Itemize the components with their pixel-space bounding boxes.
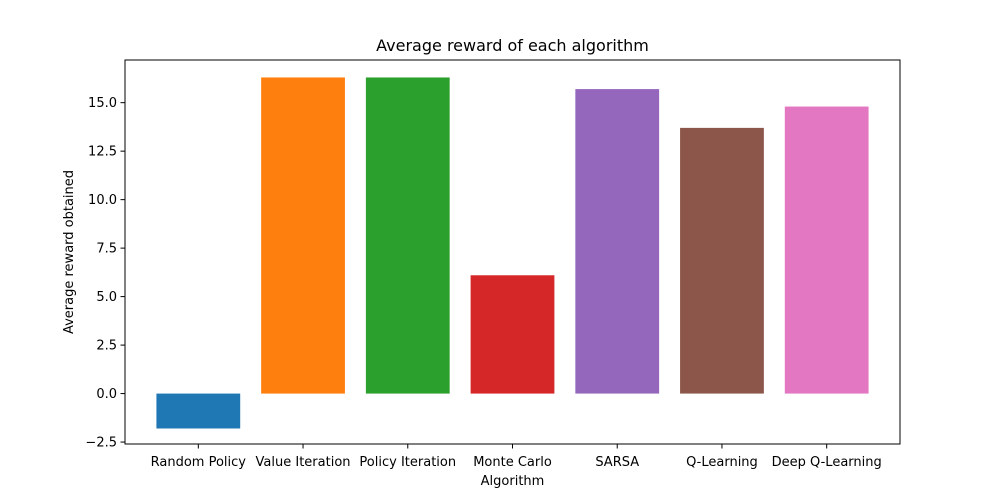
bar-monte-carlo — [470, 275, 555, 394]
bars-group — [156, 77, 869, 429]
bar-policy-iteration — [365, 77, 450, 394]
bar-q-learning — [680, 127, 764, 394]
y-tick-label: 10.0 — [88, 193, 117, 208]
y-tick-label: 7.5 — [96, 242, 117, 257]
bar-random-policy — [156, 393, 241, 429]
x-tick-label: Value Iteration — [256, 455, 351, 470]
chart-title: Average reward of each algorithm — [376, 36, 649, 55]
bar-value-iteration — [261, 77, 345, 394]
y-tick-label: 0.0 — [96, 387, 117, 402]
bar-deep-q-learning — [784, 106, 869, 394]
y-tick-label: −2.5 — [85, 436, 117, 451]
x-tick-label: Q-Learning — [686, 455, 758, 470]
x-axis: Random Policy Value Iteration Policy Itera… — [151, 444, 882, 470]
plot-frame — [124, 59, 901, 445]
x-tick-label: Deep Q-Learning — [772, 455, 882, 470]
y-axis-label: Average reward obtained — [62, 170, 77, 334]
y-tick-label: 12.5 — [88, 145, 117, 160]
y-tick-label: 5.0 — [96, 290, 117, 305]
y-tick-label: 15.0 — [88, 96, 117, 111]
x-tick-label: Random Policy — [151, 455, 247, 470]
x-tick-label: Monte Carlo — [473, 455, 552, 470]
x-tick-label: SARSA — [595, 455, 639, 470]
bar-sarsa — [575, 89, 660, 394]
x-tick-label: Policy Iteration — [359, 455, 456, 470]
y-axis: −2.5 0.0 2.5 5.0 7.5 10.0 12.5 15.0 — [85, 96, 125, 451]
x-axis-label: Algorithm — [481, 474, 545, 489]
y-tick-label: 2.5 — [96, 339, 117, 354]
